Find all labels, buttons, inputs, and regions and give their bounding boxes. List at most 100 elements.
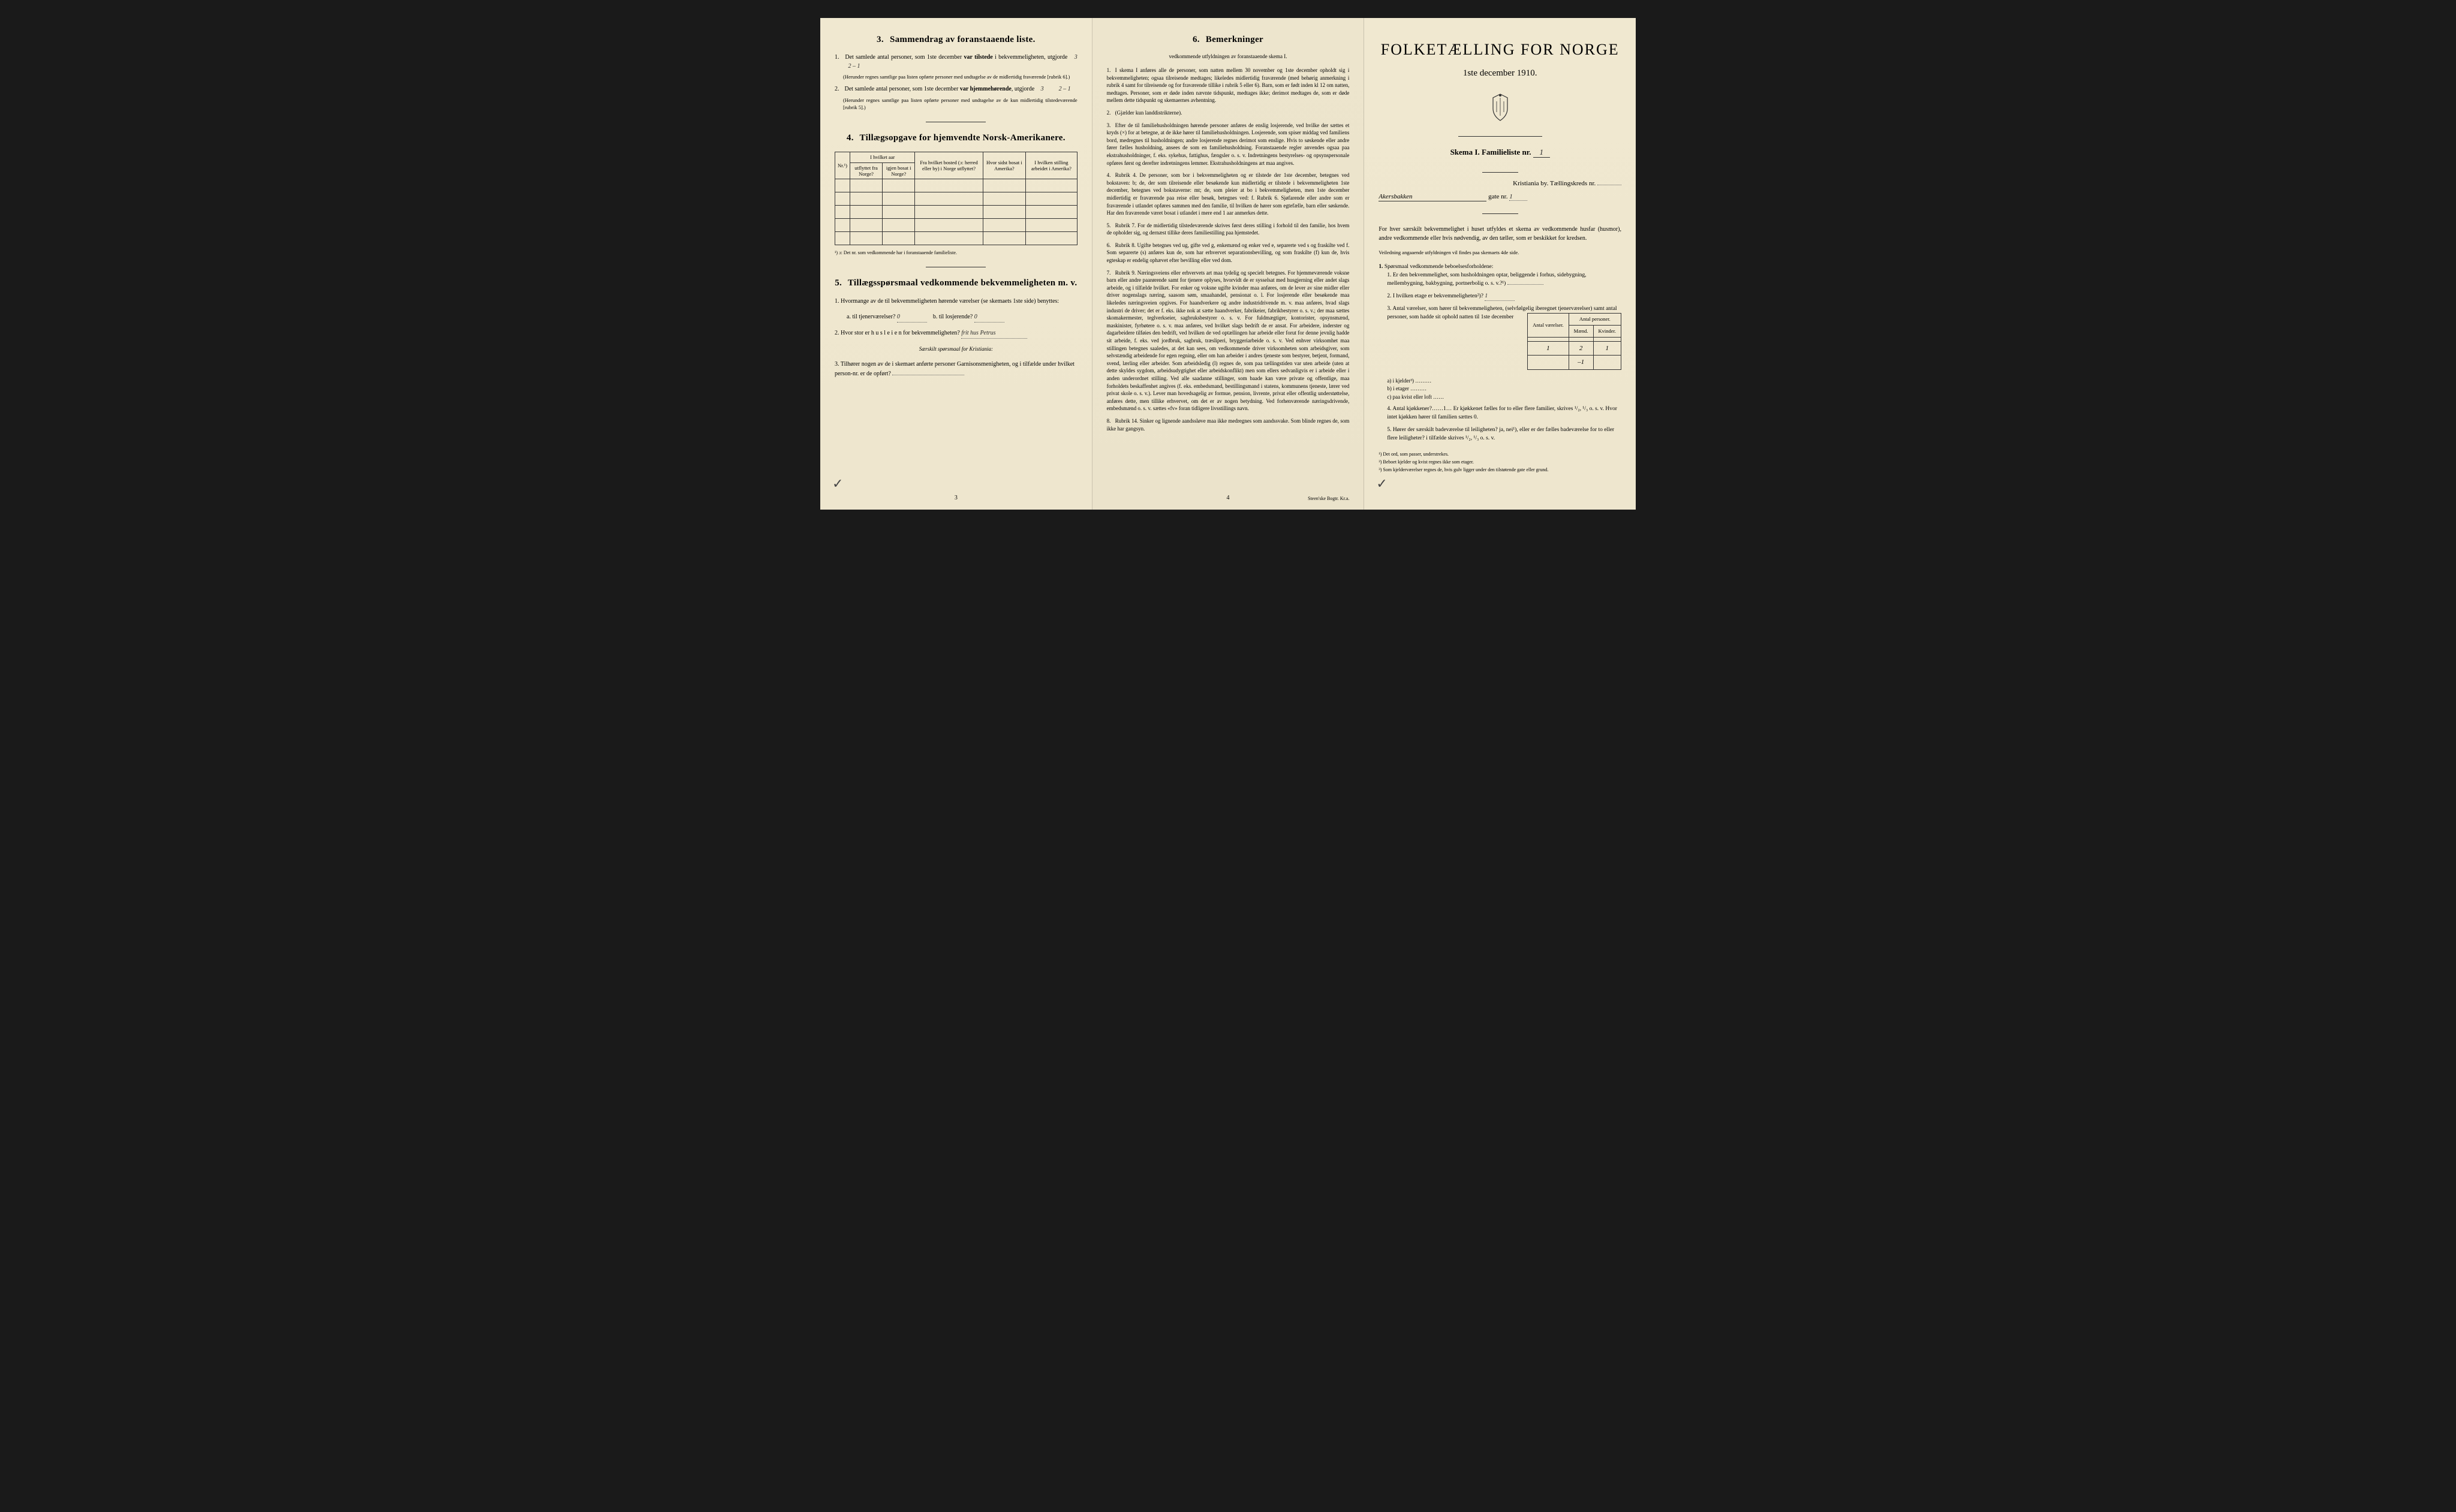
checkmark-icon: ✓ [1376,476,1387,492]
table-row [835,206,1077,219]
table-row [835,179,1077,192]
list-item: 4.Rubrik 4. De personer, som bor i bekve… [1107,171,1350,217]
sec5-q2: 2. Hvor stor er h u s l e i e n for bekv… [835,329,1077,339]
table-row: –1 [1528,356,1621,370]
th-pers: Antal personer. [1569,314,1621,326]
th-k: Kvinder. [1593,325,1621,337]
census-date: 1ste december 1910. [1379,68,1621,79]
gate-line: Akersbakken gate nr. 1 [1379,193,1621,201]
intro-note: Veiledning angaaende utfyldningen vil fi… [1379,249,1621,257]
q1b-val: 0 [974,312,1004,323]
gate-label: gate nr. [1488,193,1507,200]
sec3-i1-bold: var tilstede [964,54,993,61]
list-item: 5.Rubrik 7. For de midlertidig tilstedev… [1107,222,1350,237]
sec4-footnote: ¹) ɔ: Det nr. som vedkommende har i fora… [835,250,1077,256]
q1-3: 3. Antal værelser, som hører til bekvemm… [1387,305,1621,401]
sec5-q3: 3. Tilhører nogen av de i skemaet anført… [835,360,1077,379]
count-table: Antal værelser. Antal personer. Mænd. Kv… [1527,313,1621,370]
table-row [835,232,1077,245]
table-row [835,192,1077,206]
q1-1-text: Er den bekvemmelighet, som husholdningen… [1387,272,1586,287]
q1-2-val: 1 [1485,292,1515,301]
census-document: 3. Sammendrag av foranstaaende liste. 1.… [820,18,1636,510]
checkmark-icon: ✓ [832,476,843,492]
b-vaer: 1 [1528,341,1569,356]
coat-of-arms-icon [1488,93,1512,122]
q1-block: 1. Spørsmaal vedkommende beboelsesforhol… [1379,263,1621,442]
sec3-i1-hw2: 2 – 1 [848,63,860,70]
skema-label: Skema I. Familieliste nr. [1450,147,1531,156]
c-m: –1 [1569,356,1593,370]
divider [1482,172,1518,173]
page-num-4: 4 [1227,495,1230,501]
sec3-i2-post: , utgjorde [1012,86,1034,92]
divider [1458,136,1542,137]
q1-4-text: Antal kjøkkener?……1… Er kjøkkenet fælles… [1387,406,1617,420]
q1-4: 4. Antal kjøkkener?……1… Er kjøkkenet fæl… [1387,405,1621,422]
q1-2-text: I hvilken etage er bekvemmeligheten²)? [1393,293,1483,299]
sec5-title: Tillægsspørsmaal vedkommende bekvemmelig… [848,278,1077,288]
sec3-i1-hw1: 3 [1074,54,1077,61]
item-text: Rubrik 9. Næringsveiens eller erhvervets… [1107,270,1350,412]
main-title: FOLKETÆLLING FOR NORGE [1379,41,1621,59]
gate-hw: Akersbakken [1379,193,1486,201]
sec3-i2-hw1: 3 [1041,86,1044,92]
item-text: Rubrik 8. Ugifte betegnes ved ug, gifte … [1107,242,1350,263]
panel-page-3: 3. Sammendrag av foranstaaende liste. 1.… [820,18,1092,510]
list-item: 7.Rubrik 9. Næringsveiens eller erhverve… [1107,269,1350,412]
th-utflyttet: utflyttet fra Norge? [850,162,883,179]
skema-line: Skema I. Familieliste nr. 1 [1379,147,1621,158]
sec5-q1ab: a. til tjenerværelser? 0 b. til losjeren… [847,312,1077,323]
footnotes: ¹) Det ord, som passer, understrekes. ²)… [1379,451,1621,474]
sec4-heading: 4. Tillægsopgave for hjemvendte Norsk-Am… [835,133,1077,143]
city-line: Kristiania by. Tællingskreds nr. [1379,180,1621,187]
b-m: 2 [1569,341,1593,356]
th-m: Mænd. [1569,325,1593,337]
q1a-label: a. til tjenerværelser? [847,314,895,320]
q1b-label: b. til losjerende? [933,314,973,320]
row-a: a) i kjelder³) [1387,378,1414,384]
q1-5: 5. Hører der særskilt badeværelse til le… [1387,426,1621,443]
skema-val: 1 [1533,147,1550,158]
sec5-heading: 5. Tillægsspørsmaal vedkommende bekvemme… [835,278,1077,288]
item-text: Efter de til familiehusholdningen hørend… [1107,122,1350,166]
list-item: 8.Rubrik 14. Sinker og lignende aandsslø… [1107,417,1350,432]
list-item: 1.I skema I anføres alle de personer, so… [1107,67,1350,104]
row-c: c) paa kvist eller loft [1387,394,1431,400]
sec3-i1-pre: Det samlede antal personer, som 1ste dec… [845,54,964,61]
b-k: 1 [1593,341,1621,356]
sec3-i1-post: i bekvemmeligheten, utgjorde [993,54,1068,61]
fn3: ³) Som kjeldervæ­relser regnes de, hvis … [1379,466,1621,473]
gate-nr: 1 [1509,193,1527,201]
th-bosat: igjen bosat i Norge? [883,162,915,179]
sec3-item2: 2. Det samlede antal personer, som 1ste … [835,85,1077,111]
sec6-list: 1.I skema I anføres alle de personer, so… [1107,67,1350,432]
sec3-title: Sammendrag av foranstaaende liste. [890,35,1036,44]
item-text: I skema I anføres alle de personer, som … [1107,67,1350,103]
th-stilling: I hvilken stilling arbeidet i Amerika? [1026,152,1077,179]
sec3-i2-bold: var hjemmehørende [960,86,1012,92]
sec5-q2-text: Hvor stor er h u s l e i e n for bekvemm… [841,330,960,336]
sec5-q2-note: Særskilt spørsmaal for Kristiania: [835,345,1077,353]
printer-credit: Steen'ske Bogtr. Kr.a. [1308,496,1349,501]
item-text: Rubrik 7. For de midlertidig tilstedevær… [1107,222,1350,236]
intro-para: For hver særskilt bekvemmelighet i huset… [1379,225,1621,243]
panel-front: FOLKETÆLLING FOR NORGE 1ste december 191… [1364,18,1636,510]
th-aar: I hvilket aar [850,152,915,162]
list-item: 6.Rubrik 8. Ugifte betegnes ved ug, gift… [1107,242,1350,264]
row-b: b) i etager [1387,385,1408,391]
sec4-num: 4. [847,133,854,143]
fn2: ²) Beboet kjelder og kvist regnes ikke s… [1379,459,1621,465]
sec4-table: Nr.¹) I hvilket aar Fra hvilket bosted (… [835,152,1077,245]
list-item: 3.Efter de til familiehusholdningen høre… [1107,122,1350,167]
item-text: Rubrik 4. De personer, som bor i bekvemm… [1107,172,1350,216]
sec4-title: Tillægsopgave for hjemvendte Norsk-Ameri… [860,133,1066,143]
q1-heading: Spørsmaal vedkommende beboelsesforholden… [1384,264,1494,270]
th-bosted: Fra hvilket bosted (ɔ: herred eller by) … [915,152,983,179]
intro-text: For hver særskilt bekvemmelighet i huset… [1379,226,1621,242]
list-item: 2.(Gjælder kun landdistrikterne). [1107,109,1350,117]
q1-1: 1. Er den bekvemmelighet, som husholdnin… [1387,271,1621,288]
sec6-sub: vedkommende utfyldningen av foranstaaend… [1107,53,1350,59]
item-text: (Gjælder kun landdistrikterne). [1115,110,1182,116]
th-sidst: Hvor sidst bosat i Amerika? [983,152,1025,179]
